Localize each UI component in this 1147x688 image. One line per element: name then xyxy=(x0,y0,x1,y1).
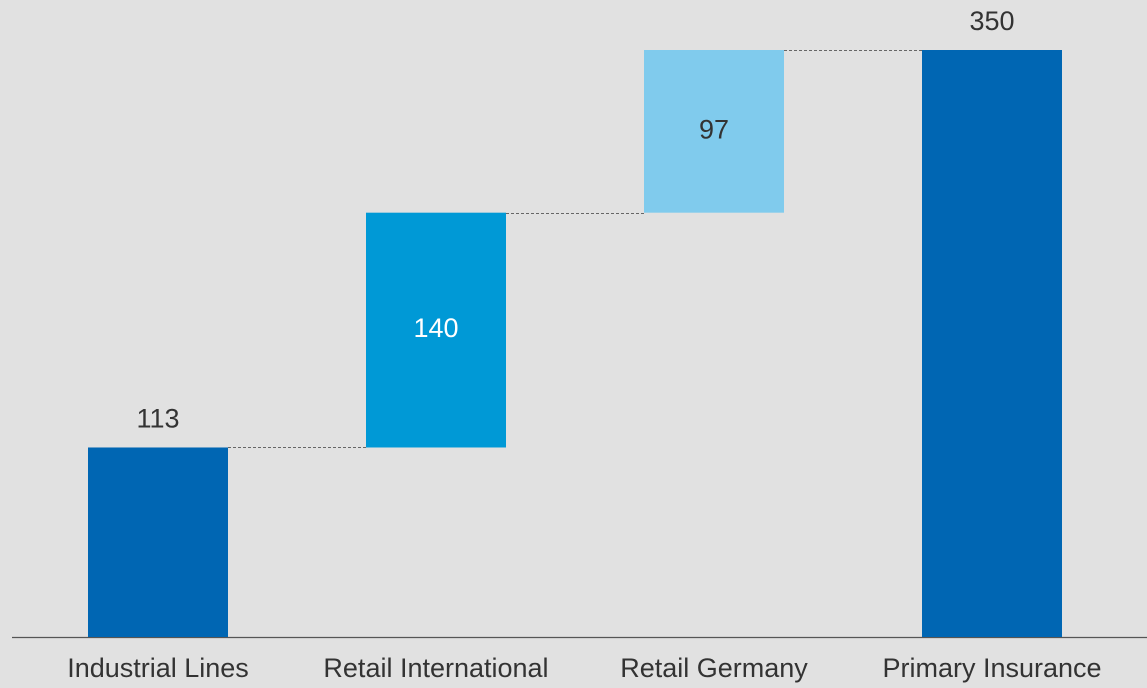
x-tick-label: Retail Germany xyxy=(620,653,808,683)
x-tick-label: Industrial Lines xyxy=(67,653,249,683)
bar xyxy=(88,447,228,637)
value-label: 97 xyxy=(699,114,729,144)
value-label: 140 xyxy=(413,313,458,343)
bar xyxy=(644,50,784,213)
value-label: 350 xyxy=(969,6,1014,36)
bar xyxy=(366,212,506,448)
x-tick-label: Retail International xyxy=(323,653,548,683)
value-label: 113 xyxy=(136,404,179,434)
bar xyxy=(922,50,1062,637)
x-tick-label: Primary Insurance xyxy=(882,653,1101,683)
